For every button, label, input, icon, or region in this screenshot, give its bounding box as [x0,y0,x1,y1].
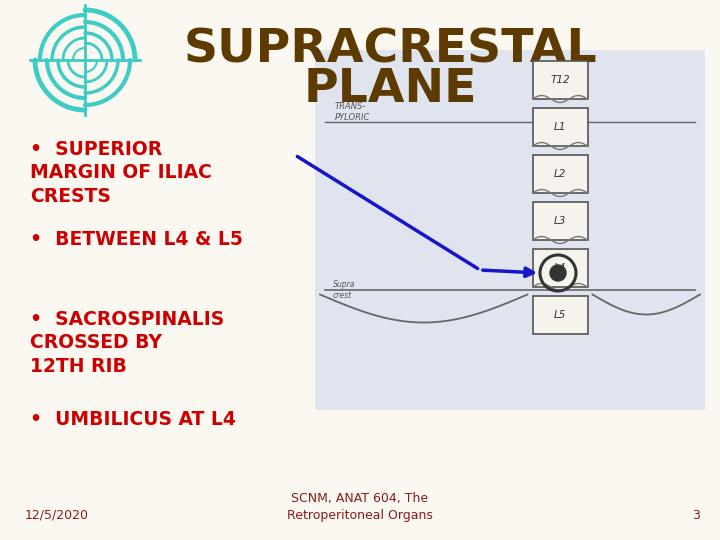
Text: T12: T12 [550,75,570,85]
Text: L5: L5 [554,310,566,320]
Text: TRANS-: TRANS- [335,102,366,111]
Text: •  SUPERIOR
MARGIN OF ILIAC
CRESTS: • SUPERIOR MARGIN OF ILIAC CRESTS [30,140,212,206]
Text: L2: L2 [554,169,566,179]
FancyBboxPatch shape [533,155,588,193]
Text: L3: L3 [554,216,566,226]
Text: PLANE: PLANE [303,68,477,112]
Text: SUPRACRESTAL: SUPRACRESTAL [183,28,597,72]
FancyBboxPatch shape [533,202,588,240]
Text: PYLORIC: PYLORIC [335,113,370,122]
Text: 12/5/2020: 12/5/2020 [25,509,89,522]
Text: SCNM, ANAT 604, The
Retroperitoneal Organs: SCNM, ANAT 604, The Retroperitoneal Orga… [287,492,433,522]
Text: Supra
crest: Supra crest [333,280,356,300]
FancyBboxPatch shape [533,249,588,287]
Text: 3: 3 [692,509,700,522]
Text: •  BETWEEN L4 & L5: • BETWEEN L4 & L5 [30,230,243,249]
Text: •  UMBILICUS AT L4: • UMBILICUS AT L4 [30,410,236,429]
Circle shape [550,265,566,281]
FancyBboxPatch shape [533,296,588,334]
Bar [315,50,705,410]
Text: L1: L1 [554,122,566,132]
Text: L4: L4 [554,263,566,273]
Text: •  SACROSPINALIS
CROSSED BY
12TH RIB: • SACROSPINALIS CROSSED BY 12TH RIB [30,310,224,376]
FancyBboxPatch shape [533,108,588,146]
FancyBboxPatch shape [533,61,588,99]
